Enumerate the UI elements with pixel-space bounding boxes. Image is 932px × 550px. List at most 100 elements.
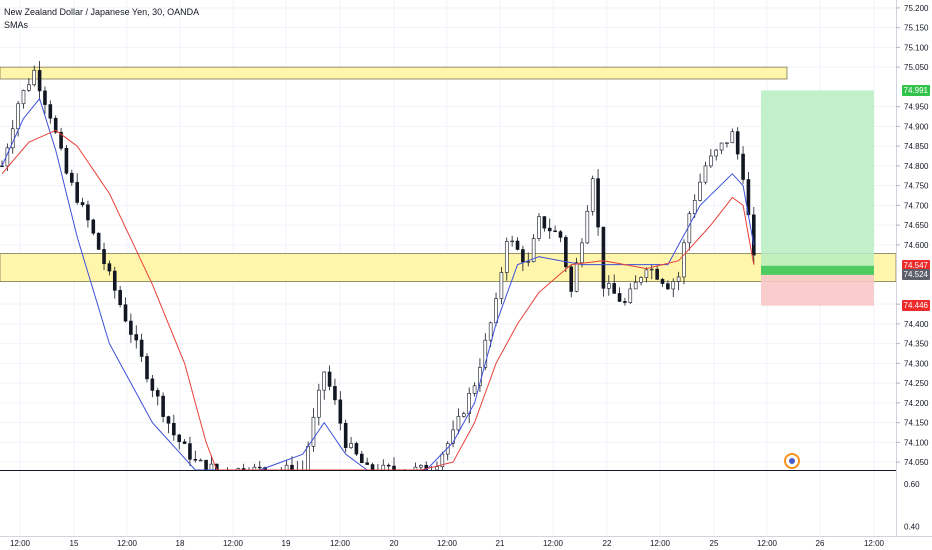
candle-body xyxy=(166,416,171,424)
candle-body xyxy=(198,459,203,462)
candle-body xyxy=(596,178,600,228)
candle-body xyxy=(451,429,455,444)
candle-body xyxy=(290,464,294,471)
candle-body xyxy=(435,466,439,471)
candle-body xyxy=(719,142,724,151)
candle-body xyxy=(526,261,531,263)
candle-body xyxy=(617,293,622,302)
target-zone xyxy=(761,90,874,275)
candle-body xyxy=(456,416,461,431)
candle-body xyxy=(386,464,391,467)
indicator-label[interactable]: SMAs xyxy=(4,20,29,30)
chart-legend: New Zealand Dollar / Japanese Yen, 30, O… xyxy=(4,6,199,32)
y-tick-label: 74.050 xyxy=(904,458,929,467)
candle-body xyxy=(188,443,192,460)
candle-body xyxy=(633,281,638,290)
candle-body xyxy=(499,272,504,299)
candle-body xyxy=(558,231,563,238)
candle-body xyxy=(628,288,633,303)
candle-body xyxy=(177,434,182,443)
candle-body xyxy=(709,155,713,167)
x-tick-label: 12:00 xyxy=(864,539,885,548)
y-tick-label: 74.300 xyxy=(904,359,929,368)
candle-body xyxy=(660,279,665,284)
candle-body xyxy=(741,153,745,180)
y-tick-label: 74.750 xyxy=(904,182,929,191)
candle-body xyxy=(730,131,735,144)
candle-body xyxy=(370,464,375,471)
candle-body xyxy=(21,89,26,105)
candle-body xyxy=(564,237,568,268)
candle-body xyxy=(64,147,69,174)
candle-body xyxy=(209,463,214,471)
candle-body xyxy=(725,142,729,144)
entry-price-tag: 74.524 xyxy=(901,269,930,281)
candle-body xyxy=(751,214,756,256)
x-tick-label: 12:00 xyxy=(543,539,564,548)
candle-body xyxy=(306,446,310,471)
candle-body xyxy=(204,459,208,471)
candle-body xyxy=(537,216,541,239)
y-tick-label: 75.200 xyxy=(904,4,929,13)
candle-body xyxy=(0,165,4,167)
y-tick-label: 74.250 xyxy=(904,379,929,388)
candle-body xyxy=(531,238,536,262)
candle-body xyxy=(655,268,659,280)
candle-body xyxy=(623,301,627,303)
candle-body xyxy=(419,464,423,468)
tradingview-logo-icon[interactable] xyxy=(784,453,800,469)
candle-body xyxy=(392,465,396,471)
candle-body xyxy=(16,103,20,130)
candle-body xyxy=(43,90,47,105)
candle-body xyxy=(542,216,547,229)
candle-body xyxy=(547,227,552,232)
x-tick-label: 21 xyxy=(496,539,505,548)
y-tick-label: 74.400 xyxy=(904,320,929,329)
candle-body xyxy=(129,320,133,335)
candle-body xyxy=(107,263,112,272)
candle-body xyxy=(649,268,654,271)
y-tick-label: 74.600 xyxy=(904,241,929,250)
candle-body xyxy=(32,70,37,86)
x-tick-label: 22 xyxy=(603,539,612,548)
candle-body xyxy=(553,230,557,232)
x-tick-label: 26 xyxy=(816,539,825,548)
candle-body xyxy=(590,178,595,212)
x-tick-label: 18 xyxy=(176,539,185,548)
candle-body xyxy=(182,441,187,444)
candle-body xyxy=(311,416,316,447)
candle-body xyxy=(574,262,579,292)
x-tick-label: 12:00 xyxy=(650,539,671,548)
x-tick-label: 12:00 xyxy=(757,539,778,548)
sub-y-tick-label: 0.60 xyxy=(904,480,920,489)
candle-body xyxy=(317,389,321,418)
y-tick-label: 74.900 xyxy=(904,122,929,131)
candle-body xyxy=(343,422,348,448)
x-tick-label: 12:00 xyxy=(437,539,458,548)
candle-body xyxy=(145,356,149,380)
candle-body xyxy=(75,182,79,203)
y-tick-label: 74.350 xyxy=(904,340,929,349)
candle-body xyxy=(53,117,58,133)
symbol-title[interactable]: New Zealand Dollar / Japanese Yen, 30, O… xyxy=(4,7,200,17)
y-tick-label: 74.150 xyxy=(904,419,929,428)
candle-body xyxy=(687,213,692,244)
candle-body xyxy=(155,390,160,397)
y-tick-label: 74.200 xyxy=(904,399,929,408)
candle-body xyxy=(354,443,359,455)
candle-body xyxy=(462,413,466,417)
y-tick-label: 74.650 xyxy=(904,221,929,230)
candle-body xyxy=(692,200,697,214)
x-tick-label: 12:00 xyxy=(330,539,351,548)
candle-body xyxy=(682,242,686,278)
candle-body xyxy=(504,241,509,273)
candle-body xyxy=(284,464,289,471)
x-tick-label: 12:00 xyxy=(10,539,31,548)
candle-body xyxy=(510,240,514,243)
current-price-tag: 74.547 xyxy=(901,260,930,272)
candle-body xyxy=(703,165,708,183)
profit-fill xyxy=(761,265,874,275)
stop-price-tag: 74.446 xyxy=(901,300,930,312)
